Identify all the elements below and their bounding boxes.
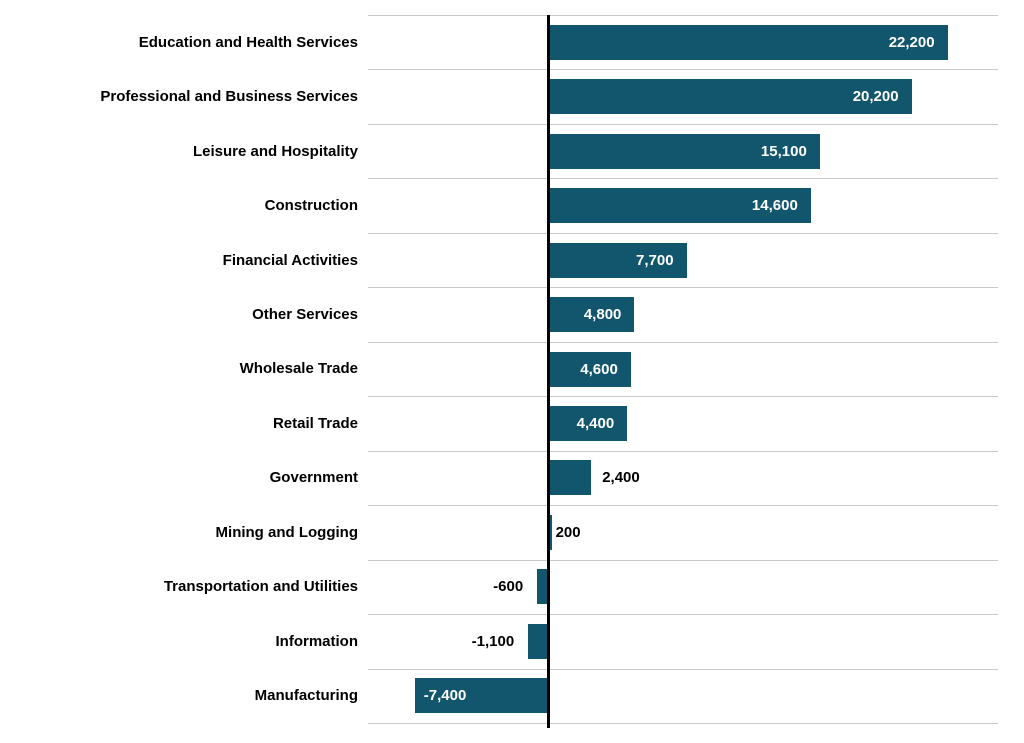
bar bbox=[548, 242, 687, 278]
gridline bbox=[368, 450, 998, 452]
category-label: Leisure and Hospitality bbox=[192, 142, 358, 160]
category-label: Financial Activities bbox=[222, 251, 358, 269]
value-label: 15,100 bbox=[760, 142, 807, 160]
value-label: 22,200 bbox=[888, 33, 935, 51]
bar bbox=[548, 188, 811, 224]
value-label: 4,400 bbox=[576, 414, 615, 432]
category-label: Retail Trade bbox=[272, 414, 358, 432]
bar bbox=[548, 460, 592, 496]
bar bbox=[548, 351, 631, 387]
value-label: -600 bbox=[493, 578, 524, 596]
category-label: Mining and Logging bbox=[215, 523, 358, 541]
bar bbox=[548, 297, 635, 333]
gridline bbox=[368, 396, 998, 398]
gridline bbox=[368, 723, 998, 724]
category-label: Other Services bbox=[252, 306, 358, 324]
gridline bbox=[368, 287, 998, 289]
category-label: Manufacturing bbox=[254, 687, 358, 705]
gridline bbox=[368, 178, 998, 180]
zero-axis-line bbox=[546, 15, 550, 728]
value-label: 200 bbox=[555, 523, 581, 541]
value-label: 20,200 bbox=[852, 88, 899, 106]
bar bbox=[548, 133, 820, 169]
gridline bbox=[368, 232, 998, 234]
value-label: 4,800 bbox=[583, 306, 622, 324]
gridline bbox=[368, 668, 998, 670]
category-label: Wholesale Trade bbox=[239, 360, 358, 378]
bar bbox=[548, 514, 552, 550]
category-label: Education and Health Services bbox=[138, 33, 358, 51]
bar bbox=[537, 569, 548, 605]
category-label: Professional and Business Services bbox=[100, 88, 358, 106]
bar bbox=[528, 623, 548, 659]
value-label: 4,600 bbox=[580, 360, 618, 378]
category-label: Information bbox=[275, 632, 359, 650]
gridline bbox=[368, 69, 998, 71]
category-label: Construction bbox=[264, 197, 358, 215]
gridline bbox=[368, 341, 998, 343]
category-label: Government bbox=[269, 469, 358, 487]
value-label: 2,400 bbox=[602, 469, 640, 487]
bar bbox=[548, 79, 912, 115]
gridline bbox=[368, 614, 998, 616]
bar bbox=[414, 678, 548, 714]
gridline bbox=[368, 505, 998, 507]
gridline bbox=[368, 123, 998, 125]
value-label: 14,600 bbox=[751, 197, 798, 215]
bar bbox=[548, 405, 628, 441]
gridline bbox=[368, 559, 998, 561]
bar bbox=[548, 24, 948, 60]
value-label: -7,400 bbox=[423, 687, 467, 705]
value-label: -1,100 bbox=[471, 632, 515, 650]
value-label: 7,700 bbox=[636, 251, 674, 269]
gridline bbox=[368, 15, 998, 16]
category-label: Transportation and Utilities bbox=[163, 578, 358, 596]
